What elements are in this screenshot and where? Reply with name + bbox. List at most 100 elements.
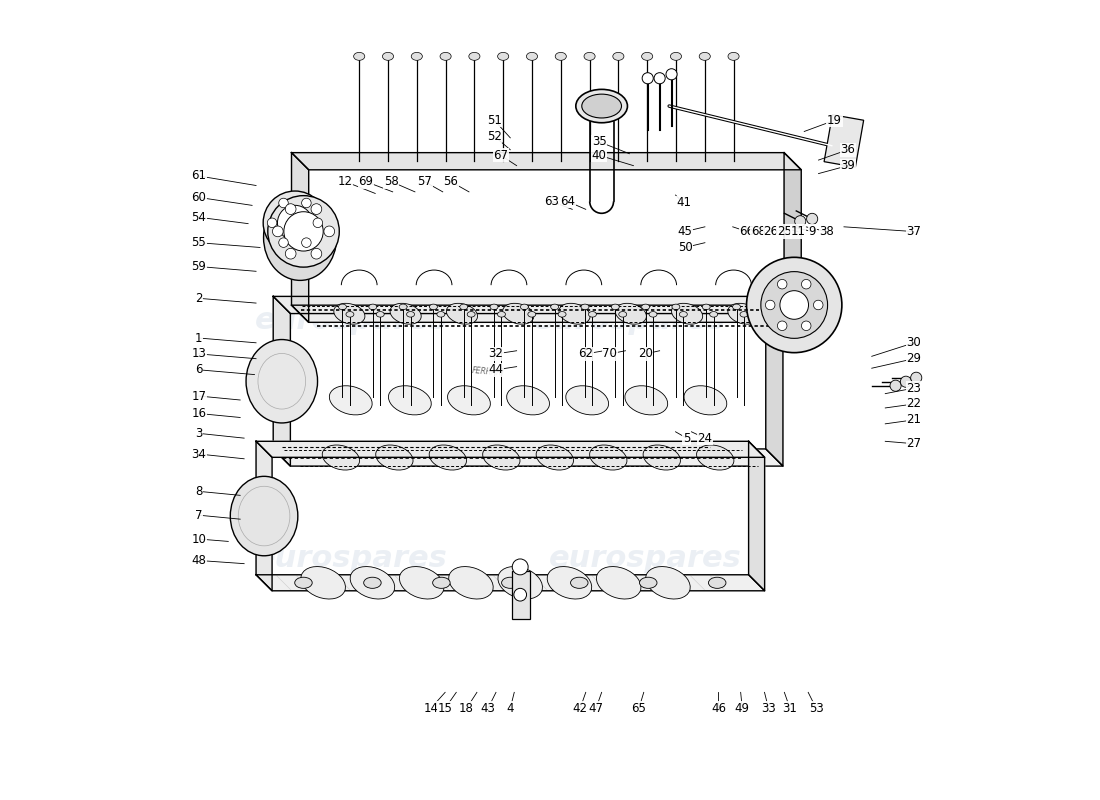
Text: 36: 36	[840, 143, 856, 156]
Ellipse shape	[411, 52, 422, 60]
Circle shape	[263, 191, 327, 254]
Text: 66: 66	[739, 225, 755, 238]
Text: 23: 23	[906, 382, 922, 394]
Text: 12: 12	[338, 175, 352, 188]
Text: 4: 4	[506, 702, 514, 714]
Text: 69: 69	[359, 175, 373, 188]
Text: 50: 50	[678, 241, 692, 254]
Text: 60: 60	[191, 191, 207, 204]
Ellipse shape	[483, 445, 520, 470]
Ellipse shape	[728, 52, 739, 60]
Circle shape	[901, 376, 912, 387]
Text: 34: 34	[191, 447, 207, 461]
Polygon shape	[292, 153, 309, 322]
Polygon shape	[273, 297, 783, 314]
Polygon shape	[292, 305, 801, 322]
Ellipse shape	[440, 52, 451, 60]
Circle shape	[778, 321, 786, 330]
Ellipse shape	[571, 578, 588, 588]
Ellipse shape	[333, 303, 365, 324]
Text: 43: 43	[481, 702, 495, 714]
Text: 38: 38	[820, 225, 834, 238]
Text: 15: 15	[438, 702, 452, 714]
Circle shape	[514, 588, 527, 601]
Text: 52: 52	[487, 130, 502, 142]
Circle shape	[802, 279, 811, 289]
Ellipse shape	[460, 304, 467, 310]
Ellipse shape	[322, 445, 360, 470]
Ellipse shape	[329, 386, 372, 415]
Text: 58: 58	[384, 175, 398, 188]
Text: 44: 44	[488, 363, 504, 376]
Circle shape	[806, 214, 817, 225]
Circle shape	[285, 204, 296, 214]
Circle shape	[802, 321, 811, 330]
Ellipse shape	[596, 566, 641, 599]
Text: 41: 41	[676, 197, 691, 210]
Ellipse shape	[346, 311, 354, 317]
Ellipse shape	[696, 445, 734, 470]
Ellipse shape	[671, 303, 703, 324]
Text: 47: 47	[588, 702, 604, 714]
Ellipse shape	[641, 52, 652, 60]
Ellipse shape	[264, 194, 337, 280]
Ellipse shape	[491, 304, 498, 310]
Ellipse shape	[672, 304, 680, 310]
Text: 1: 1	[195, 331, 202, 345]
Text: 56: 56	[443, 175, 458, 188]
Text: 32: 32	[488, 347, 504, 361]
Polygon shape	[256, 574, 764, 590]
Polygon shape	[256, 442, 764, 458]
Text: 57: 57	[417, 175, 432, 188]
Text: 22: 22	[906, 398, 922, 410]
Ellipse shape	[584, 52, 595, 60]
Ellipse shape	[376, 445, 414, 470]
Ellipse shape	[710, 311, 717, 317]
Text: 70: 70	[602, 347, 617, 361]
Text: 40: 40	[592, 149, 607, 162]
Circle shape	[278, 198, 288, 208]
Text: eurospares: eurospares	[255, 544, 448, 574]
Text: eurospares: eurospares	[255, 306, 448, 335]
Bar	[513, 571, 530, 618]
Circle shape	[285, 248, 296, 259]
Circle shape	[284, 212, 323, 251]
Circle shape	[778, 279, 786, 289]
Text: 17: 17	[191, 390, 207, 402]
Polygon shape	[273, 449, 783, 466]
Ellipse shape	[528, 311, 536, 317]
Text: 46: 46	[711, 702, 726, 714]
Text: 51: 51	[487, 114, 502, 127]
Ellipse shape	[353, 52, 365, 60]
Ellipse shape	[581, 304, 589, 310]
Text: 29: 29	[906, 352, 922, 365]
Polygon shape	[749, 442, 764, 590]
Circle shape	[267, 218, 277, 227]
Text: 24: 24	[697, 432, 713, 445]
Ellipse shape	[680, 311, 688, 317]
Ellipse shape	[295, 578, 312, 588]
Text: 67: 67	[493, 149, 508, 162]
Ellipse shape	[502, 578, 519, 588]
Text: 20: 20	[638, 347, 652, 361]
Text: 35: 35	[592, 135, 606, 148]
Ellipse shape	[619, 311, 627, 317]
Text: 65: 65	[631, 702, 647, 714]
Ellipse shape	[432, 578, 450, 588]
Polygon shape	[292, 153, 801, 170]
Ellipse shape	[520, 304, 528, 310]
Text: 39: 39	[840, 159, 856, 172]
Circle shape	[890, 380, 901, 391]
Text: 9: 9	[808, 225, 816, 238]
Text: 5: 5	[683, 432, 691, 445]
Ellipse shape	[469, 52, 480, 60]
Ellipse shape	[590, 445, 627, 470]
Ellipse shape	[646, 566, 690, 599]
Ellipse shape	[350, 566, 395, 599]
Circle shape	[911, 372, 922, 383]
Ellipse shape	[527, 52, 538, 60]
Text: 6: 6	[195, 363, 202, 376]
Ellipse shape	[364, 578, 382, 588]
Ellipse shape	[497, 52, 508, 60]
Ellipse shape	[368, 304, 377, 310]
